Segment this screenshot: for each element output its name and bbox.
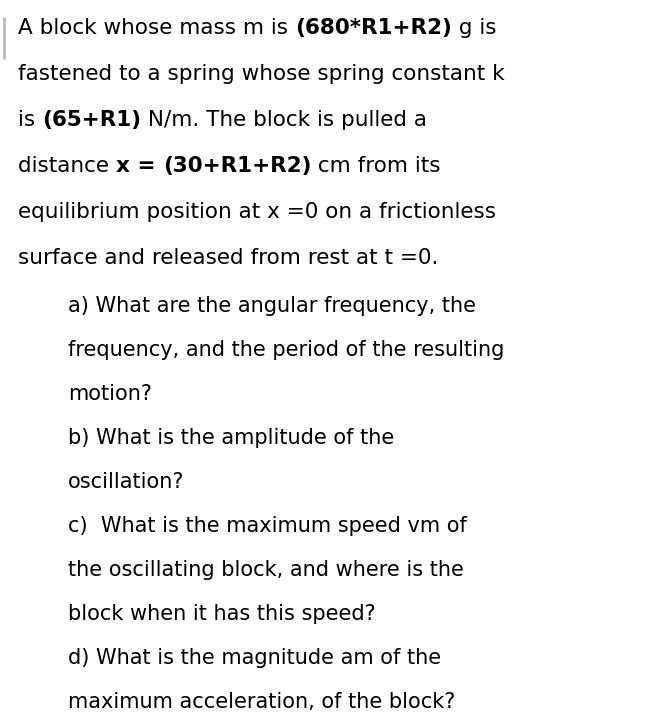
Text: b) What is the amplitude of the: b) What is the amplitude of the bbox=[68, 428, 395, 448]
Text: maximum acceleration, of the block?: maximum acceleration, of the block? bbox=[68, 692, 456, 712]
Text: the oscillating block, and where is the: the oscillating block, and where is the bbox=[68, 560, 464, 580]
Text: equilibrium position at x =0 on a frictionless: equilibrium position at x =0 on a fricti… bbox=[18, 202, 496, 222]
Text: x: x bbox=[116, 156, 130, 176]
Text: (30+R1+R2): (30+R1+R2) bbox=[163, 156, 311, 176]
Text: block when it has this speed?: block when it has this speed? bbox=[68, 604, 376, 624]
Text: a) What are the angular frequency, the: a) What are the angular frequency, the bbox=[68, 296, 476, 316]
Text: oscillation?: oscillation? bbox=[68, 472, 184, 492]
Text: cm from its: cm from its bbox=[311, 156, 441, 176]
Text: distance: distance bbox=[18, 156, 116, 176]
Text: g is: g is bbox=[452, 18, 496, 38]
Text: is: is bbox=[18, 110, 42, 130]
Text: =: = bbox=[130, 156, 163, 176]
Text: frequency, and the period of the resulting: frequency, and the period of the resulti… bbox=[68, 340, 505, 360]
Text: fastened to a spring whose spring constant k: fastened to a spring whose spring consta… bbox=[18, 64, 505, 84]
Text: (65+R1): (65+R1) bbox=[42, 110, 141, 130]
Text: surface and released from rest at t =0.: surface and released from rest at t =0. bbox=[18, 248, 438, 268]
Text: (680*R1+R2): (680*R1+R2) bbox=[295, 18, 452, 38]
Text: d) What is the magnitude am of the: d) What is the magnitude am of the bbox=[68, 648, 441, 668]
Text: motion?: motion? bbox=[68, 384, 152, 404]
Text: c)  What is the maximum speed vm of: c) What is the maximum speed vm of bbox=[68, 516, 467, 536]
Text: N/m. The block is pulled a: N/m. The block is pulled a bbox=[141, 110, 427, 130]
Text: A block whose mass m is: A block whose mass m is bbox=[18, 18, 295, 38]
